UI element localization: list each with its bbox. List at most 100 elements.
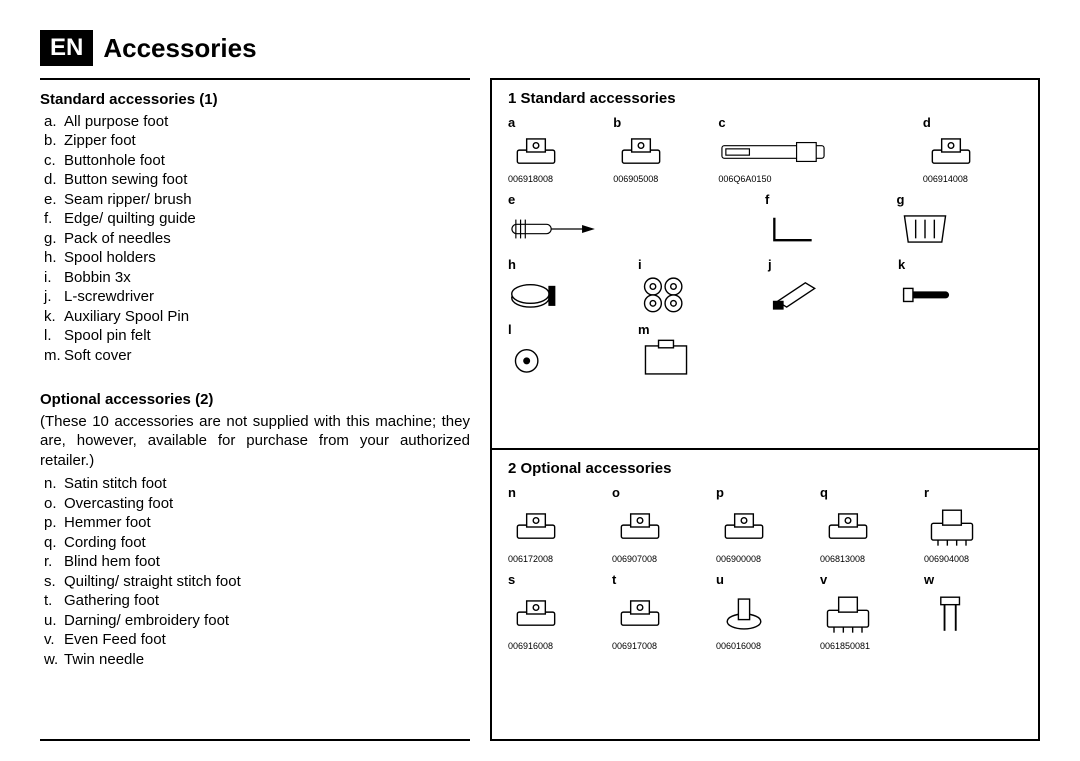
list-item: s.Quilting/ straight stitch foot xyxy=(40,572,470,592)
part-number: 006905008 xyxy=(613,174,712,184)
page: EN Accessories Standard accessories (1) … xyxy=(40,30,1040,741)
icon-label: q xyxy=(820,485,918,500)
language-badge: EN xyxy=(40,30,93,66)
list-item: g.Pack of needles xyxy=(40,229,470,249)
right-column: 1 Standard accessories a006918008b006905… xyxy=(490,78,1040,741)
standard-panel-title: 1 Standard accessories xyxy=(508,90,1022,107)
list-item-letter: a. xyxy=(44,112,64,132)
icon-label: r xyxy=(924,485,1022,500)
icon-cell: n006172008 xyxy=(508,485,606,564)
list-item-letter: r. xyxy=(44,552,64,572)
foot-r-icon xyxy=(924,502,1022,552)
icon-label: l xyxy=(508,322,632,337)
optional-panel: 2 Optional accessories n006172008 o 006907… xyxy=(492,450,1038,739)
list-item: l.Spool pin felt xyxy=(40,326,470,346)
list-item: u.Darning/ embroidery foot xyxy=(40,611,470,631)
list-item-letter: p. xyxy=(44,513,64,533)
list-item-letter: e. xyxy=(44,190,64,210)
bobbins-icon xyxy=(638,274,762,314)
list-item-text: Seam ripper/ brush xyxy=(64,190,192,210)
list-item-letter: q. xyxy=(44,533,64,553)
icon-label: i xyxy=(638,257,762,272)
spool-pin-icon xyxy=(898,274,1022,314)
list-item-text: Satin stitch foot xyxy=(64,474,167,494)
part-number: 006907008 xyxy=(612,554,710,564)
foot-t-icon xyxy=(612,589,710,639)
icon-label: w xyxy=(924,572,1022,587)
list-item: i.Bobbin 3x xyxy=(40,268,470,288)
icon-label: d xyxy=(923,115,1022,130)
list-item-letter: w. xyxy=(44,650,64,670)
part-number: 006917008 xyxy=(612,641,710,651)
buttonhole-icon xyxy=(718,132,916,172)
icon-cell: t 006917008 xyxy=(612,572,710,651)
guide-icon xyxy=(765,209,891,249)
list-item-letter: v. xyxy=(44,630,64,650)
list-item-letter: o. xyxy=(44,494,64,514)
list-item-letter: f. xyxy=(44,209,64,229)
icon-label: b xyxy=(613,115,712,130)
list-item-letter: m. xyxy=(44,346,64,366)
cover-icon xyxy=(638,339,762,379)
list-item: t.Gathering foot xyxy=(40,591,470,611)
list-item-letter: i. xyxy=(44,268,64,288)
optional-list: Optional accessories (2) (These 10 acces… xyxy=(40,390,470,669)
icon-cell: f xyxy=(765,192,891,249)
foot-p-icon xyxy=(716,502,814,552)
icon-cell: k xyxy=(898,257,1022,314)
list-item: v.Even Feed foot xyxy=(40,630,470,650)
icon-cell: l xyxy=(508,322,632,379)
icon-cell: m xyxy=(638,322,762,379)
icon-cell: w xyxy=(924,572,1022,651)
icon-label: t xyxy=(612,572,710,587)
icon-label: o xyxy=(612,485,710,500)
list-item: n.Satin stitch foot xyxy=(40,474,470,494)
screwdriver-icon xyxy=(768,274,892,314)
needles-icon xyxy=(897,209,1023,249)
icon-row: lm xyxy=(508,322,1022,379)
foot-s-icon xyxy=(508,589,606,639)
list-item-text: Twin needle xyxy=(64,650,144,670)
list-item-text: Bobbin 3x xyxy=(64,268,131,288)
icon-label: c xyxy=(718,115,916,130)
list-item: b.Zipper foot xyxy=(40,131,470,151)
list-item: w.Twin needle xyxy=(40,650,470,670)
icon-label: g xyxy=(897,192,1023,207)
list-item-text: Overcasting foot xyxy=(64,494,173,514)
list-item: a.All purpose foot xyxy=(40,112,470,132)
optional-panel-title: 2 Optional accessories xyxy=(508,460,1022,477)
list-item: c.Buttonhole foot xyxy=(40,151,470,171)
icon-label: s xyxy=(508,572,606,587)
icon-label: m xyxy=(638,322,762,337)
list-item-text: Blind hem foot xyxy=(64,552,160,572)
list-item-text: Even Feed foot xyxy=(64,630,166,650)
icon-row: a006918008b006905008c006Q6A0150d00691400… xyxy=(508,115,1022,184)
icon-label: h xyxy=(508,257,632,272)
list-item: h.Spool holders xyxy=(40,248,470,268)
list-item: q.Cording foot xyxy=(40,533,470,553)
list-item-letter: n. xyxy=(44,474,64,494)
icon-label: u xyxy=(716,572,814,587)
part-number: 006916008 xyxy=(508,641,606,651)
icon-cell: i xyxy=(638,257,762,314)
list-item-text: Gathering foot xyxy=(64,591,159,611)
list-item-letter: l. xyxy=(44,326,64,346)
foot-n-icon xyxy=(508,502,606,552)
blank-icon xyxy=(768,324,892,364)
foot-q-icon xyxy=(820,502,918,552)
icon-label: p xyxy=(716,485,814,500)
list-item: o.Overcasting foot xyxy=(40,494,470,514)
standard-heading: Standard accessories (1) xyxy=(40,90,470,110)
icon-cell: e xyxy=(508,192,759,249)
header: EN Accessories xyxy=(40,30,1040,66)
list-item: r.Blind hem foot xyxy=(40,552,470,572)
part-number: 0061850081 xyxy=(820,641,918,651)
list-item-text: Button sewing foot xyxy=(64,170,187,190)
list-item-text: Quilting/ straight stitch foot xyxy=(64,572,241,592)
list-item-text: Edge/ quilting guide xyxy=(64,209,196,229)
list-item-text: Pack of needles xyxy=(64,229,171,249)
list-item-letter: s. xyxy=(44,572,64,592)
foot-v-icon xyxy=(820,589,918,639)
icon-label: n xyxy=(508,485,606,500)
list-item: f.Edge/ quilting guide xyxy=(40,209,470,229)
